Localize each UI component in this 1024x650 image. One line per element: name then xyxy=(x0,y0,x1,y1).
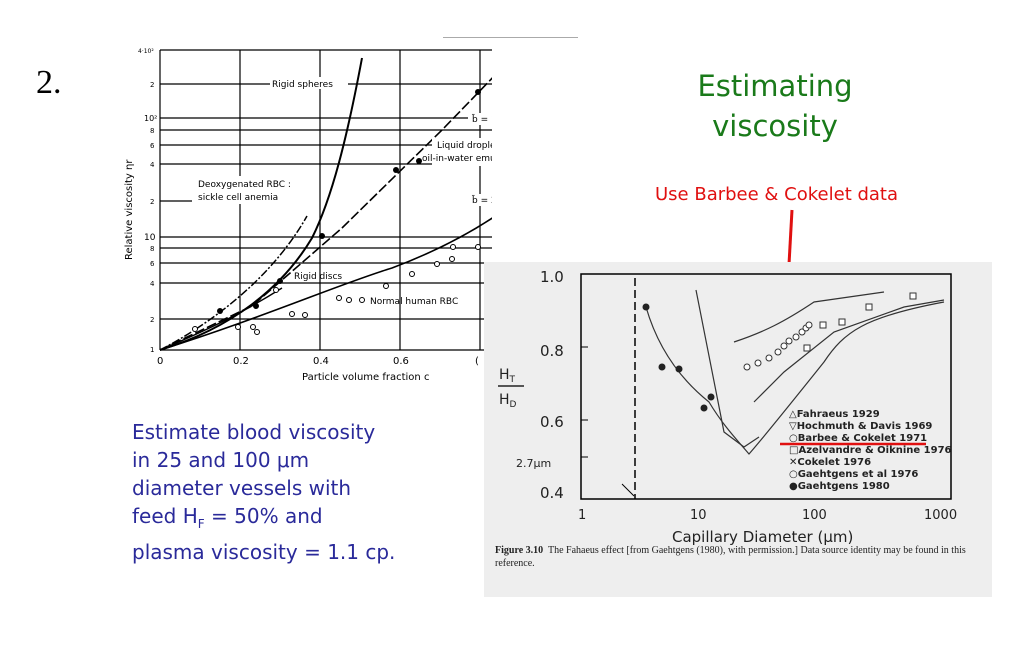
svg-text:1: 1 xyxy=(578,508,586,523)
legend-barbee-cokelet: ○Barbee & Cokelet 1971 xyxy=(789,433,927,444)
question-line-5: plasma viscosity = 1.1 cp. xyxy=(132,540,396,564)
label-oil-in-water: oil-in-water emulsion xyxy=(422,154,492,164)
svg-text:4·10²: 4·10² xyxy=(138,48,154,55)
svg-text:10: 10 xyxy=(144,233,156,243)
svg-text:2: 2 xyxy=(150,198,154,206)
question-text: Estimate blood viscosity in 25 and 100 μ… xyxy=(132,418,432,566)
svg-text:10: 10 xyxy=(690,508,707,523)
question-line-2: in 25 and 100 μm xyxy=(132,448,310,472)
legend-cokelet: ✕Cokelet 1976 xyxy=(789,457,871,468)
legend-azelvandre: □Azelvandre & Oiknine 1976 xyxy=(789,445,952,456)
svg-text:6: 6 xyxy=(150,142,155,150)
legend-fahraeus: △Fahraeus 1929 xyxy=(789,409,880,420)
x-axis-label: Particle volume fraction c xyxy=(302,372,429,383)
title-line-2: viscosity xyxy=(712,109,838,143)
question-line-4-suffix: = 50% and xyxy=(204,504,323,528)
label-rigid-discs: Rigid discs xyxy=(294,272,342,282)
label-b-2-5um: b̄ = 2.5μm xyxy=(471,194,492,206)
svg-text:8: 8 xyxy=(150,245,154,253)
svg-text:0.6: 0.6 xyxy=(540,413,564,431)
label-normal-rbc: Normal human RBC xyxy=(370,297,458,307)
title-line-1: Estimating xyxy=(697,69,853,103)
y-axis-label: Relative viscosity ηr xyxy=(124,159,135,260)
question-line-3: diameter vessels with xyxy=(132,476,352,500)
liquid-droplets-curve xyxy=(159,77,492,351)
question-line-4-prefix: feed H xyxy=(132,504,198,528)
caption-text: The Fahaeus effect [from Gaehtgens (1980… xyxy=(495,545,966,569)
question-line-1: Estimate blood viscosity xyxy=(132,420,376,444)
fahraeus-chart: 1.0 0.8 0.6 0.4 1 10 100 1000 HT HD 2.7μ… xyxy=(498,268,957,546)
label-deoxygenated-rbc: Deoxygenated RBC : xyxy=(198,180,291,190)
svg-text:100: 100 xyxy=(802,508,827,523)
legend-hochmuth: ▽Hochmuth & Davis 1969 xyxy=(789,421,932,432)
annotation-2-7um: 2.7μm xyxy=(516,457,551,470)
svg-text:1: 1 xyxy=(150,346,154,354)
rigid-discs-curve xyxy=(159,287,283,351)
slide-number: 2. xyxy=(36,64,62,101)
label-rigid-spheres: Rigid spheres xyxy=(272,80,333,90)
question-line-4-sub: F xyxy=(197,517,205,531)
viscosity-chart: Rigid spheres b̄ = 1μm Liquid droplets :… xyxy=(124,48,492,383)
slide-title: Estimating viscosity xyxy=(660,66,890,146)
svg-text:0.8: 0.8 xyxy=(540,342,564,360)
svg-text:0.6: 0.6 xyxy=(393,356,409,367)
svg-text:10²: 10² xyxy=(144,114,157,123)
chart-legend: △Fahraeus 1929 ▽Hochmuth & Davis 1969 ○B… xyxy=(789,409,952,492)
legend-gaehtgens-1980: ●Gaehtgens 1980 xyxy=(789,481,890,492)
svg-text:2: 2 xyxy=(150,81,154,89)
figure-caption: Figure 3.10 The Fahaeus effect [from Gae… xyxy=(495,545,966,569)
rigid-spheres-curve xyxy=(159,57,363,351)
label-b-1um: b̄ = 1μm xyxy=(471,113,492,125)
svg-text:8: 8 xyxy=(150,127,154,135)
sickle-cell-curve xyxy=(159,215,308,351)
fahraeus-figure xyxy=(484,262,992,597)
svg-text:6: 6 xyxy=(150,260,155,268)
label-liquid-droplets: Liquid droplets : xyxy=(437,141,492,151)
svg-text:4: 4 xyxy=(150,161,155,169)
svg-text:0.4: 0.4 xyxy=(540,484,564,502)
svg-text:0.2: 0.2 xyxy=(233,356,249,367)
x-axis-label-capillary: Capillary Diameter (μm) xyxy=(672,528,853,546)
top-divider-line xyxy=(443,37,578,38)
svg-text:1000: 1000 xyxy=(924,508,957,523)
svg-text:2: 2 xyxy=(150,316,154,324)
y-axis-label-hd: HD xyxy=(499,392,517,410)
question-line-4: feed HF = 50% and xyxy=(132,502,432,538)
label-sickle-cell: sickle cell anemia xyxy=(198,193,278,203)
normal-rbc-curve xyxy=(159,217,492,351)
svg-text:(: ( xyxy=(475,356,479,367)
y-axis-label-ht: HT xyxy=(499,367,516,385)
legend-gaehtgens-et-al: ○Gaehtgens et al 1976 xyxy=(789,469,918,480)
svg-text:0.4: 0.4 xyxy=(313,356,329,367)
svg-text:4: 4 xyxy=(150,280,155,288)
svg-text:1.0: 1.0 xyxy=(540,268,564,286)
instruction-note: Use Barbee & Cokelet data xyxy=(655,184,899,205)
svg-text:0: 0 xyxy=(157,356,163,367)
